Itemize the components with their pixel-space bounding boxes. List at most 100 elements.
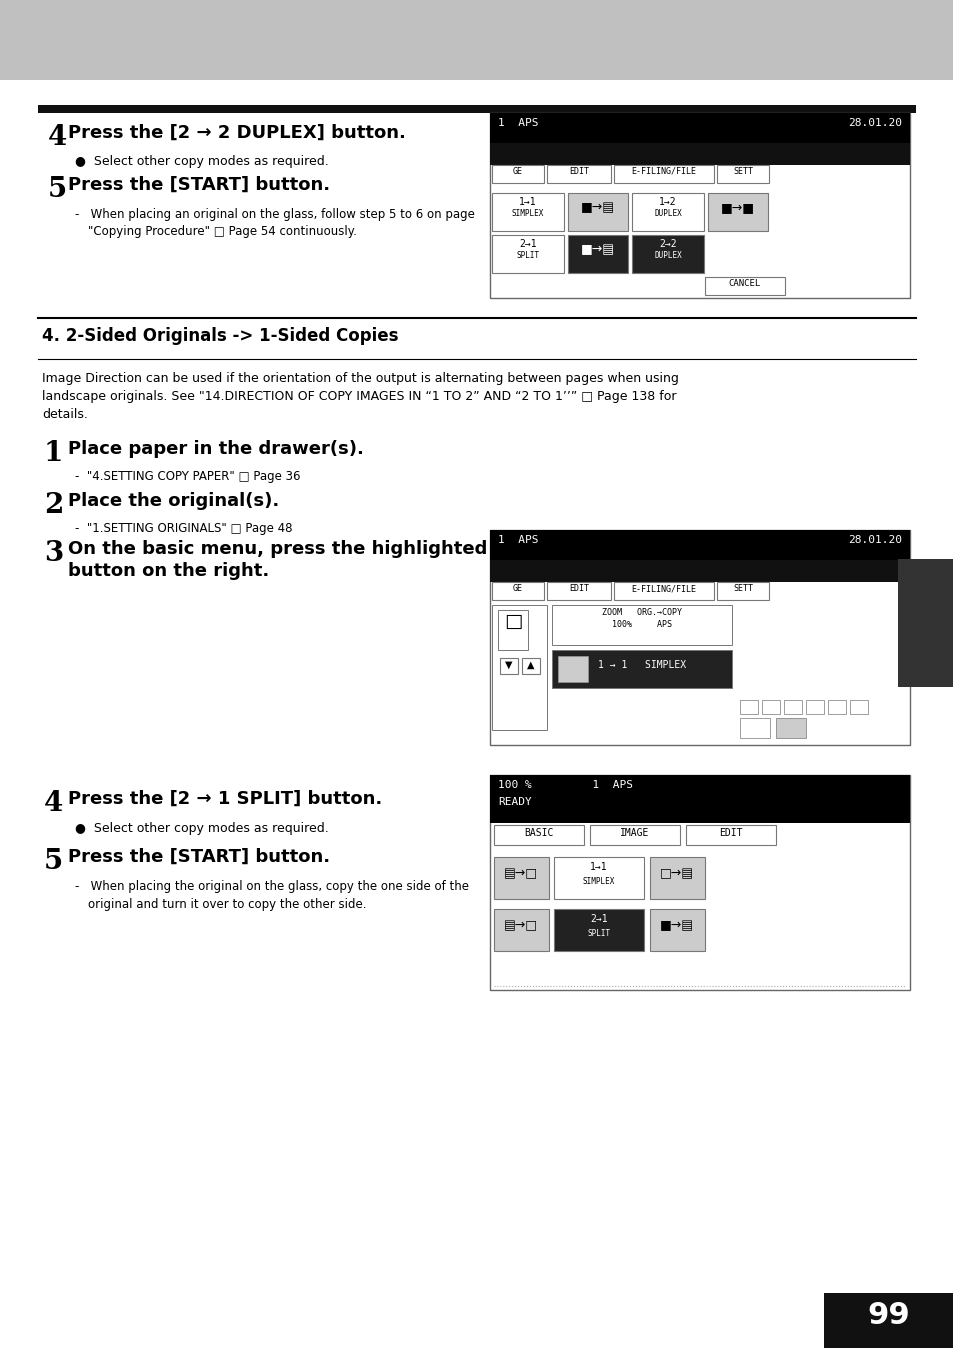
Bar (761, 700, 780, 714)
Text: -  "1.SETTING ORIGINALS" □ Page 48: - "1.SETTING ORIGINALS" □ Page 48 (75, 522, 293, 535)
Text: 4. 2-Sided Originals -> 1-Sided Copies: 4. 2-Sided Originals -> 1-Sided Copies (42, 328, 398, 345)
Text: CANCEL: CANCEL (728, 279, 760, 288)
Text: 2→2: 2→2 (659, 239, 676, 249)
Text: DUPLEX: DUPLEX (654, 209, 681, 218)
Bar (614, 164, 713, 183)
Text: 28.01.20: 28.01.20 (847, 535, 901, 545)
Text: Image Direction can be used if the orientation of the output is alternating betw: Image Direction can be used if the orien… (42, 372, 679, 386)
Text: Press the [START] button.: Press the [START] button. (68, 177, 330, 194)
Text: ▤→□: ▤→□ (503, 867, 537, 880)
Text: SETT: SETT (732, 584, 752, 593)
Text: -  "4.SETTING COPY PAPER" □ Page 36: - "4.SETTING COPY PAPER" □ Page 36 (75, 470, 300, 483)
Bar (499, 658, 517, 674)
Text: 100%     APS: 100% APS (612, 620, 671, 630)
Text: EDIT: EDIT (568, 167, 588, 177)
Bar (492, 193, 563, 231)
Text: Place the original(s).: Place the original(s). (68, 492, 279, 510)
Text: ▲: ▲ (527, 661, 535, 670)
Text: 2: 2 (44, 492, 63, 519)
Bar (490, 530, 909, 745)
Bar (490, 143, 909, 164)
Bar (546, 582, 610, 600)
Text: E-FILING/FILE: E-FILING/FILE (631, 584, 696, 593)
Bar (589, 825, 679, 845)
Bar (38, 325, 915, 357)
Text: Place paper in the drawer(s).: Place paper in the drawer(s). (68, 439, 363, 458)
Bar (521, 658, 539, 674)
Bar (631, 235, 703, 274)
Bar (494, 825, 583, 845)
Text: SETT: SETT (732, 167, 752, 177)
Text: details.: details. (42, 408, 88, 421)
Text: DUPLEX: DUPLEX (654, 251, 681, 260)
Bar (552, 605, 731, 644)
Text: Press the [2 → 1 SPLIT] button.: Press the [2 → 1 SPLIT] button. (68, 790, 382, 807)
Text: 4: 4 (44, 790, 63, 817)
Bar (546, 164, 610, 183)
Text: 100 %         1  APS: 100 % 1 APS (497, 780, 633, 790)
Bar (775, 718, 805, 737)
Bar (707, 193, 767, 231)
Bar (490, 530, 909, 559)
Bar (554, 909, 643, 950)
Bar (554, 857, 643, 899)
Bar (614, 582, 713, 600)
Bar (494, 909, 548, 950)
Text: -   When placing an original on the glass, follow step 5 to 6 on page: - When placing an original on the glass,… (75, 208, 475, 221)
Bar (827, 700, 845, 714)
Text: ●  Select other copy modes as required.: ● Select other copy modes as required. (75, 155, 329, 168)
Text: ■→■: ■→■ (720, 201, 754, 214)
Text: original and turn it over to copy the other side.: original and turn it over to copy the ot… (88, 898, 366, 911)
Bar (492, 235, 563, 274)
Bar (849, 700, 867, 714)
Text: EDIT: EDIT (719, 828, 742, 838)
Text: SPLIT: SPLIT (587, 929, 610, 938)
Text: 5: 5 (44, 848, 63, 875)
Bar (740, 718, 769, 737)
Bar (717, 164, 768, 183)
Text: □→▤: □→▤ (659, 867, 693, 880)
Bar (649, 909, 704, 950)
Text: ■→▤: ■→▤ (580, 243, 615, 256)
Text: E-FILING/FILE: E-FILING/FILE (631, 167, 696, 177)
Bar (631, 193, 703, 231)
Bar (558, 656, 587, 682)
Text: READY: READY (497, 797, 531, 807)
Text: On the basic menu, press the highlighted: On the basic menu, press the highlighted (68, 541, 487, 558)
Text: ▼: ▼ (505, 661, 512, 670)
Text: 1: 1 (44, 439, 63, 466)
Text: 1→2: 1→2 (659, 197, 676, 208)
Text: BASIC: BASIC (524, 828, 553, 838)
Bar (567, 235, 627, 274)
Text: GE: GE (513, 584, 522, 593)
Text: button on the right.: button on the right. (68, 562, 269, 580)
Bar (897, 559, 952, 687)
Bar (38, 105, 915, 113)
Text: 99: 99 (866, 1301, 909, 1330)
Text: -   When placing the original on the glass, copy the one side of the: - When placing the original on the glass… (75, 880, 469, 892)
Bar (717, 582, 768, 600)
Text: ●  Select other copy modes as required.: ● Select other copy modes as required. (75, 822, 329, 834)
Bar (649, 857, 704, 899)
Bar (490, 775, 909, 824)
Text: Press the [START] button.: Press the [START] button. (68, 848, 330, 865)
Text: IMAGE: IMAGE (619, 828, 649, 838)
Text: ▤→□: ▤→□ (503, 919, 537, 931)
Text: 1→1: 1→1 (518, 197, 537, 208)
Bar (490, 559, 909, 582)
Bar (492, 582, 543, 600)
Bar (497, 611, 527, 650)
Text: 1  APS: 1 APS (497, 119, 537, 128)
Text: 1  APS: 1 APS (497, 535, 537, 545)
Bar (704, 276, 784, 295)
Text: 2→1: 2→1 (518, 239, 537, 249)
Text: 1→1: 1→1 (590, 861, 607, 872)
Bar (490, 775, 909, 989)
Text: 5: 5 (48, 177, 67, 204)
Text: GE: GE (513, 167, 522, 177)
Bar (740, 700, 758, 714)
Bar (552, 650, 731, 687)
Text: ZOOM   ORG.→COPY: ZOOM ORG.→COPY (601, 608, 681, 617)
Bar (494, 857, 548, 899)
Text: ■→▤: ■→▤ (580, 201, 615, 214)
